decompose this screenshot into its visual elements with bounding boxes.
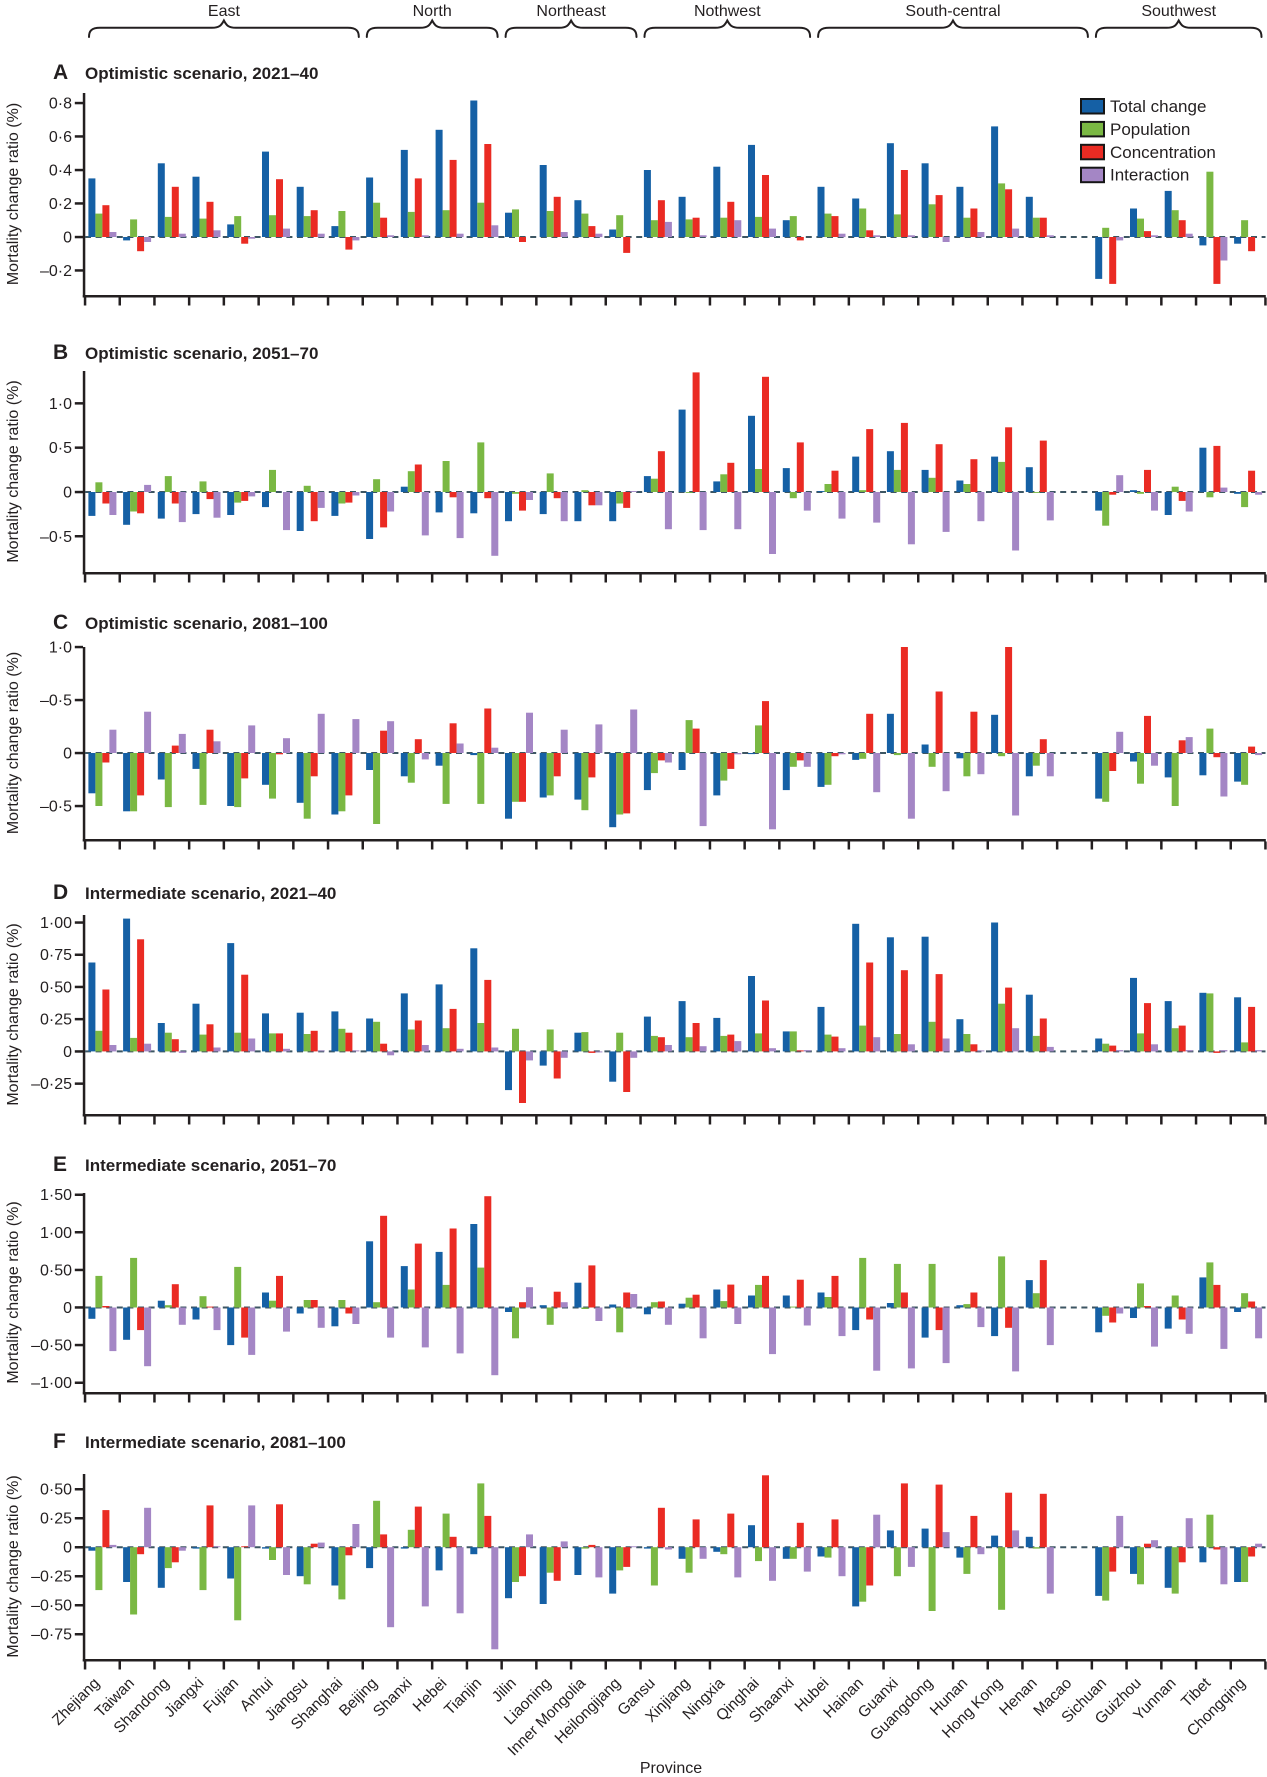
svg-text:Mortality change ratio (%): Mortality change ratio (%) [5, 923, 22, 1105]
svg-text:0·2: 0·2 [49, 196, 72, 213]
svg-text:0: 0 [63, 746, 72, 763]
svg-text:Intermediate scenario, 2051–70: Intermediate scenario, 2051–70 [85, 1156, 336, 1175]
svg-text:Southwest: Southwest [1141, 3, 1216, 20]
svg-text:Mortality change ratio (%): Mortality change ratio (%) [5, 1201, 22, 1383]
svg-text:–0·50: –0·50 [31, 1598, 72, 1615]
svg-text:–0·75: –0·75 [31, 1627, 72, 1644]
svg-text:Mortality change ratio (%): Mortality change ratio (%) [5, 652, 22, 834]
svg-text:North: North [413, 3, 452, 20]
svg-text:–0·25: –0·25 [31, 1076, 72, 1093]
svg-text:East: East [208, 3, 241, 20]
svg-text:Total change: Total change [1110, 97, 1206, 116]
svg-text:Optimistic scenario, 2021–40: Optimistic scenario, 2021–40 [85, 64, 318, 83]
svg-text:Optimistic scenario, 2081–100: Optimistic scenario, 2081–100 [85, 614, 328, 633]
svg-text:Province: Province [640, 1760, 702, 1777]
svg-text:0: 0 [63, 1300, 72, 1317]
svg-text:1·0: 1·0 [49, 396, 72, 413]
svg-text:0: 0 [63, 1044, 72, 1061]
svg-text:–0·5: –0·5 [40, 693, 72, 710]
svg-text:1·50: 1·50 [40, 1187, 72, 1204]
svg-text:0·50: 0·50 [40, 980, 72, 997]
svg-text:–0·5: –0·5 [40, 529, 72, 546]
svg-text:0: 0 [63, 1540, 72, 1557]
svg-text:0·4: 0·4 [49, 163, 72, 180]
svg-text:Intermediate scenario, 2081–10: Intermediate scenario, 2081–100 [85, 1433, 346, 1452]
svg-text:0·25: 0·25 [40, 1511, 72, 1528]
svg-text:0·50: 0·50 [40, 1482, 72, 1499]
svg-text:Interaction: Interaction [1110, 166, 1189, 185]
svg-text:F: F [53, 1430, 66, 1453]
svg-text:South-central: South-central [905, 3, 1000, 20]
svg-text:Nothwest: Nothwest [694, 3, 761, 20]
svg-text:Northeast: Northeast [536, 3, 606, 20]
svg-text:0·5: 0·5 [49, 440, 72, 457]
svg-text:E: E [53, 1153, 67, 1176]
svg-text:0·50: 0·50 [40, 1262, 72, 1279]
svg-text:–0·5: –0·5 [40, 799, 72, 816]
svg-text:Concentration: Concentration [1110, 143, 1216, 162]
svg-text:0·8: 0·8 [49, 96, 72, 113]
svg-text:0·6: 0·6 [49, 129, 72, 146]
svg-text:–0·50: –0·50 [31, 1338, 72, 1355]
svg-text:0·25: 0·25 [40, 1012, 72, 1029]
svg-text:–0·25: –0·25 [31, 1569, 72, 1586]
svg-text:0·75: 0·75 [40, 947, 72, 964]
svg-text:Optimistic scenario, 2051–70: Optimistic scenario, 2051–70 [85, 344, 318, 363]
svg-text:Mortality change ratio (%): Mortality change ratio (%) [5, 380, 22, 562]
svg-text:Intermediate scenario, 2021–40: Intermediate scenario, 2021–40 [85, 884, 336, 903]
svg-text:0: 0 [63, 230, 72, 247]
svg-text:–1·00: –1·00 [31, 1375, 72, 1392]
svg-text:1·00: 1·00 [40, 1225, 72, 1242]
svg-text:1·00: 1·00 [40, 915, 72, 932]
svg-text:D: D [53, 881, 68, 904]
svg-text:Mortality change ratio (%): Mortality change ratio (%) [5, 103, 22, 285]
svg-text:C: C [53, 611, 68, 634]
svg-text:Mortality change ratio (%): Mortality change ratio (%) [5, 1475, 22, 1657]
svg-text:A: A [53, 61, 68, 84]
svg-text:–0·2: –0·2 [40, 263, 72, 280]
svg-text:0: 0 [63, 485, 72, 502]
svg-text:Population: Population [1110, 120, 1190, 139]
svg-text:1·0: 1·0 [49, 640, 72, 657]
svg-text:B: B [53, 341, 68, 364]
